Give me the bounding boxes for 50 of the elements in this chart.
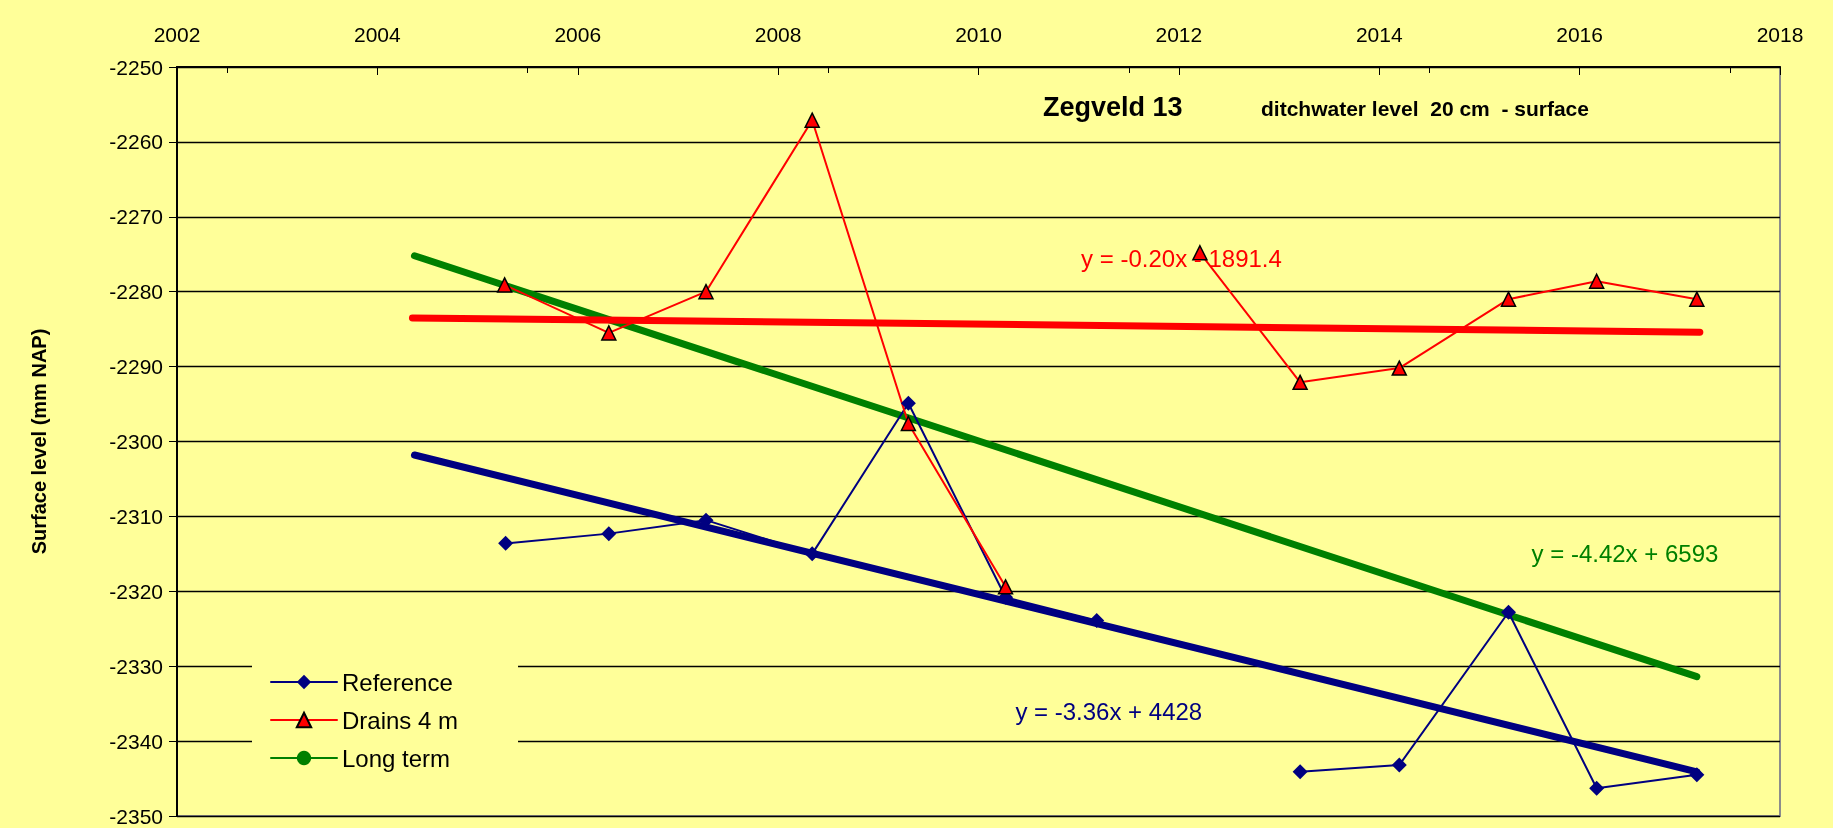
y-tick-label: -2250: [109, 55, 163, 79]
annotation: y = -4.42x + 6593: [1531, 539, 1719, 567]
y-tick-label: -2320: [109, 579, 163, 603]
point: [804, 112, 820, 128]
x-tick-label: 2002: [153, 23, 201, 46]
point: [1500, 604, 1516, 620]
x-tick-label: 2008: [754, 23, 802, 46]
x-tick-label: 2016: [1556, 23, 1603, 46]
point: [1391, 360, 1408, 376]
y-tick-label: -2300: [109, 430, 163, 453]
y-tick-label: -2350: [109, 804, 163, 828]
annotation: y = -0.20x - 1891.4: [1081, 245, 1282, 273]
point: [900, 415, 917, 432]
text: ditchwater level 20 cm - surface: [1261, 97, 1589, 120]
x-tick-label: 2018: [1756, 23, 1804, 46]
point: [1391, 757, 1407, 773]
y-tick-label: -2310: [109, 504, 163, 528]
point: [698, 283, 714, 300]
point: [1192, 245, 1208, 261]
point: [498, 535, 514, 551]
point: [1292, 764, 1308, 780]
x-tick-label: 2012: [1155, 23, 1203, 46]
y-tick-label: -2280: [109, 280, 163, 304]
point: [601, 325, 617, 341]
point: [1089, 613, 1105, 629]
point: [1589, 780, 1605, 796]
point: [1292, 374, 1308, 391]
x-tick-label: 2010: [955, 23, 1002, 46]
point: [496, 277, 513, 293]
point: [1689, 291, 1705, 307]
point: [1500, 291, 1517, 307]
y-tick-label: -2270: [109, 205, 163, 229]
point: [997, 579, 1014, 595]
point: [900, 395, 916, 411]
legend-label: Reference: [342, 668, 453, 696]
y-tick-label: -2340: [109, 729, 163, 753]
y-tick-label: -2260: [109, 130, 163, 154]
legend-label: Drains 4 m: [342, 706, 459, 734]
text: Zegveld 13: [1043, 91, 1183, 122]
y-tick-label: -2330: [109, 654, 163, 678]
y-axis-title: Surface level (mm NAP): [28, 328, 50, 555]
point: [601, 526, 617, 542]
y-tick-label: -2290: [109, 355, 163, 379]
point: [1588, 273, 1605, 289]
legend-label: Long term: [342, 744, 451, 772]
x-tick-label: 2014: [1355, 23, 1403, 46]
x-tick-label: 2006: [554, 23, 602, 46]
point: [1689, 767, 1705, 783]
x-tick-label: 2004: [354, 23, 402, 46]
annotation: y = -3.36x + 4428: [1015, 697, 1203, 725]
